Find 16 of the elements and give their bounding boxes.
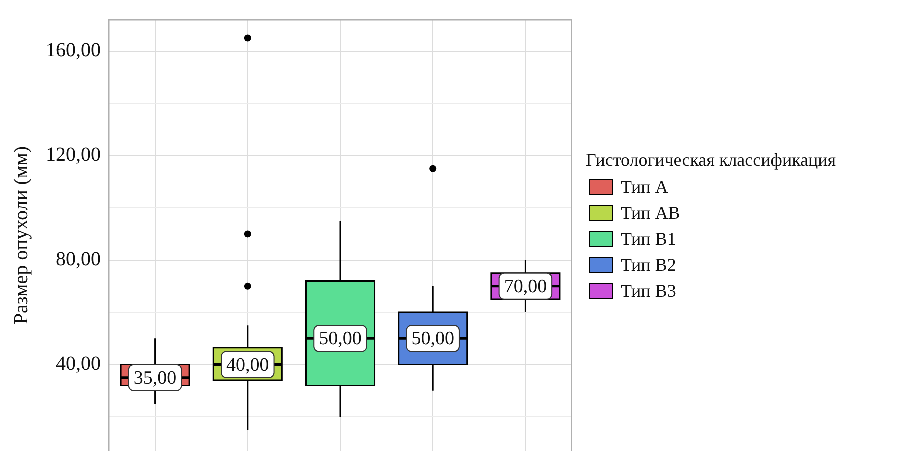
text: 35,00 <box>134 368 177 389</box>
legend-label: Тип B3 <box>621 281 676 301</box>
y-tick-label: 80,00 <box>56 248 101 271</box>
text: 40,00 <box>226 354 270 376</box>
text: 70,00 <box>504 276 548 298</box>
text: 50,00 <box>412 328 454 350</box>
legend-label: Тип B2 <box>621 255 676 275</box>
y-tick-label: 160,00 <box>46 40 101 62</box>
legend-label: Тип B1 <box>621 229 676 249</box>
y-tick-label: 40,00 <box>56 353 101 376</box>
text: 50,00 <box>319 328 362 350</box>
legend-label: Тип A <box>621 177 668 197</box>
y-tick-label: 120,00 <box>46 144 101 166</box>
legend-title: Гистологическая классификация <box>586 150 836 170</box>
y-axis-title: Размер опухоли (мм) <box>10 146 32 325</box>
legend-label: Тип AB <box>621 203 680 223</box>
